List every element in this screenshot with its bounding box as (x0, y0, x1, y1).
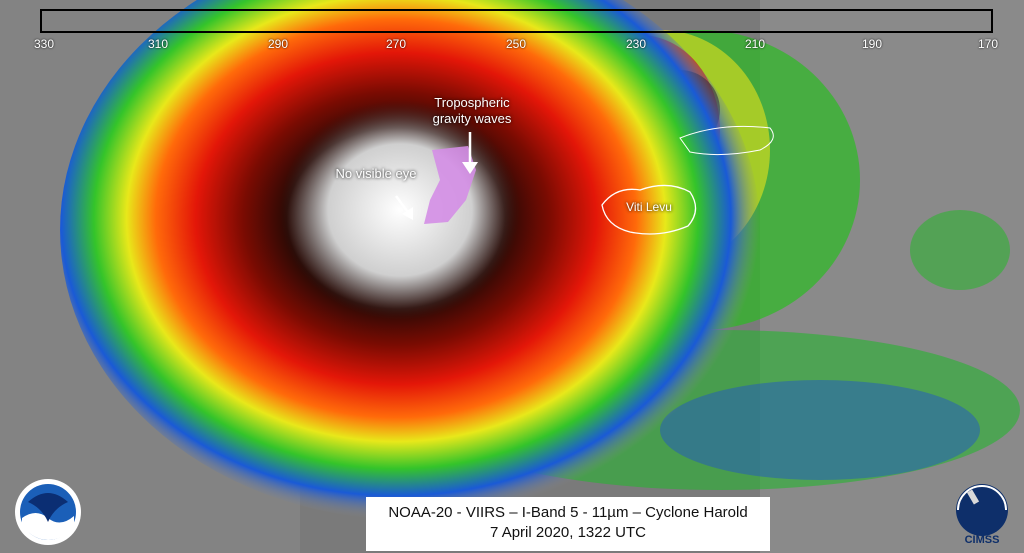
colorbar-tick: 170 (977, 37, 999, 51)
colorbar-tick: 210 (744, 37, 766, 51)
image-caption: NOAA-20 - VIIRS – I-Band 5 - 11µm – Cycl… (366, 497, 770, 551)
cimss-logo: CIMSS (956, 484, 1008, 546)
colorbar-tick: 290 (267, 37, 289, 51)
annotation-gravity-waves: Tropospheric gravity waves (432, 95, 512, 126)
caption-line-2: 7 April 2020, 1322 UTC (490, 524, 646, 541)
annotation-no-visible-eye: No visible eye (335, 166, 417, 181)
colorbar-tick: 190 (861, 37, 883, 51)
colorbar-tick: 310 (147, 37, 169, 51)
caption-line-1: NOAA-20 - VIIRS – I-Band 5 - 11µm – Cycl… (388, 504, 748, 521)
cimss-logo-text: CIMSS (965, 534, 1000, 546)
colorbar-tick: 270 (385, 37, 407, 51)
colorbar-gradient (42, 11, 991, 31)
colorbar-tick: 250 (505, 37, 527, 51)
annotation-viti-levu: Viti Levu (626, 200, 672, 214)
temperature-colorbar (40, 9, 993, 33)
colorbar-tick: 230 (625, 37, 647, 51)
colorbar-tick: 330 (33, 37, 55, 51)
noaa-logo (15, 479, 81, 545)
